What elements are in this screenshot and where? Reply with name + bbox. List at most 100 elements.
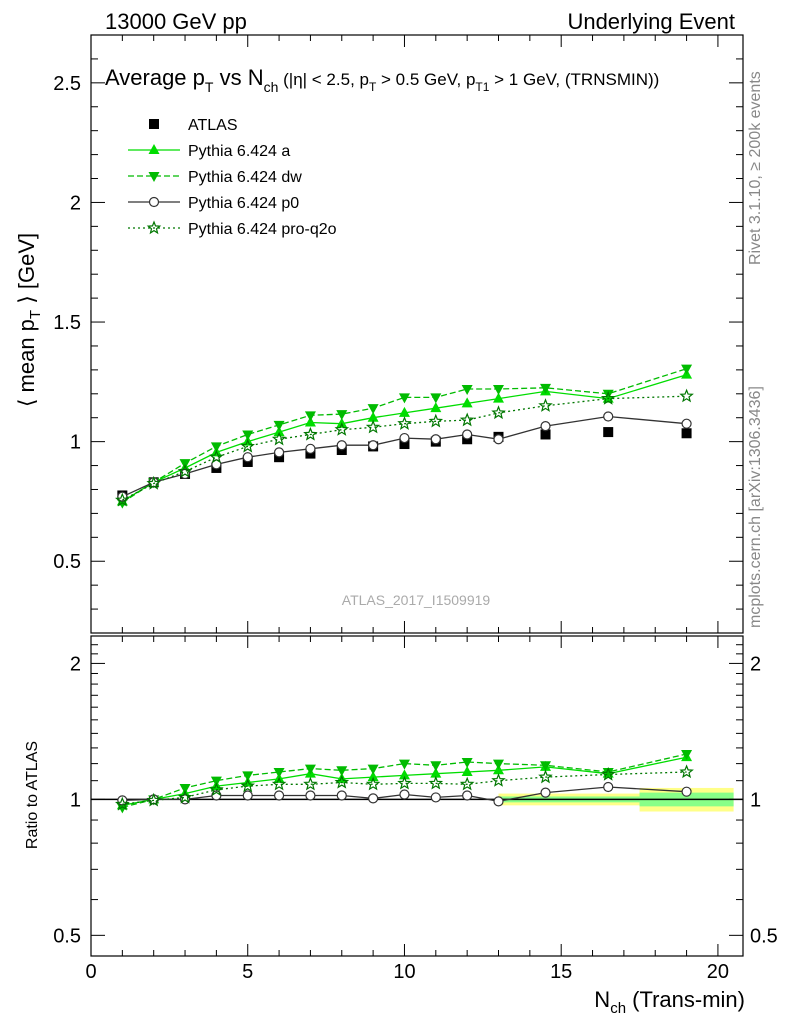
data-point-pythia-6-424-dw-9: [398, 393, 410, 404]
ratio-line-pythia-6-424-dw: [122, 753, 687, 809]
data-point-pythia-6-424-dw-3: [210, 442, 222, 453]
data-point-pythia-6-424-pro-q2o-13: [538, 398, 553, 412]
axis-ticks: [90, 34, 743, 956]
data-point-pythia-6-424-a-8: [367, 411, 379, 422]
ratio-point-pythia-6-424-pro-q2o-6: [303, 776, 318, 791]
ratio-point-pythia-6-424-p0-8: [368, 793, 379, 804]
y-tick-label-main: 2: [70, 192, 81, 214]
ratio-point-pythia-6-424-dw-6: [304, 764, 316, 775]
x-axis-label: Nch (Trans-min): [594, 987, 745, 1017]
analysis-label: Underlying Event: [567, 9, 735, 34]
ratio-point-pythia-6-424-a-8: [367, 771, 379, 782]
legend-label: ATLAS: [188, 117, 238, 134]
ratio-point-pythia-6-424-pro-q2o-10: [428, 775, 444, 790]
data-point-pythia-6-424-a-11: [461, 397, 473, 408]
legend-item-atlas: ATLAS: [149, 117, 238, 134]
data-point-pythia-6-424-p0-13: [540, 420, 551, 432]
ratio-point-pythia-6-424-p0-4: [242, 790, 253, 801]
x-tick-label: 0: [85, 961, 96, 983]
data-point-pythia-6-424-p0-7: [336, 440, 347, 451]
analysis-watermark: ATLAS_2017_I1509919: [342, 592, 491, 608]
ratio-point-pythia-6-424-pro-q2o-11: [459, 776, 475, 791]
legend-item-pythia-6-424-dw: Pythia 6.424 dw: [128, 169, 302, 186]
data-point-pythia-6-424-pro-q2o-2: [177, 463, 193, 478]
data-point-pythia-6-424-dw-5: [273, 420, 285, 431]
ratio-point-pythia-6-424-pro-q2o-7: [334, 774, 350, 789]
series-line-pythia-6-424-p0: [122, 415, 687, 498]
ratio-point-pythia-6-424-p0-7: [336, 790, 347, 801]
data-point-pythia-6-424-dw-10: [430, 393, 442, 404]
legend-marker: [148, 172, 160, 182]
data-point-pythia-6-424-p0-4: [242, 452, 253, 463]
data-point-pythia-6-424-pro-q2o-8: [365, 419, 381, 434]
data-point-pythia-6-424-dw-7: [336, 410, 348, 421]
ratio-point-pythia-6-424-p0-5: [273, 790, 285, 801]
ratio-point-pythia-6-424-dw-10: [430, 761, 442, 772]
ratio-point-pythia-6-424-p0-15: [681, 786, 692, 797]
data-point-pythia-6-424-p0-6: [305, 443, 316, 454]
legend-label: Pythia 6.424 pro-q2o: [188, 221, 337, 238]
data-point-pythia-6-424-dw-6: [304, 411, 316, 422]
ratio-plot-frame: [90, 635, 744, 957]
ratio-point-pythia-6-424-p0-6: [305, 790, 316, 801]
y-tick-label-ratio-right: 2: [750, 653, 761, 675]
mcplots-label: mcplots.cern.ch [arXiv:1306.3436]: [747, 386, 764, 628]
data-point-pythia-6-424-dw-13: [540, 383, 552, 394]
series-line-pythia-6-424-dw: [121, 368, 687, 504]
data-point-pythia-6-424-a-12: [493, 392, 504, 403]
data-point-pythia-6-424-pro-q2o-11: [459, 412, 475, 427]
data-point-pythia-6-424-pro-q2o-7: [334, 422, 350, 436]
ratio-point-pythia-6-424-pro-q2o-5: [271, 776, 287, 791]
data-point-pythia-6-424-p0-14: [603, 411, 614, 422]
ratio-point-pythia-6-424-dw-13: [540, 761, 552, 772]
data-point-pythia-6-424-a-9: [398, 406, 410, 417]
ratio-point-pythia-6-424-pro-q2o-14: [600, 766, 616, 781]
ratio-point-pythia-6-424-dw-14: [602, 767, 614, 778]
ratio-point-pythia-6-424-pro-q2o-3: [209, 782, 224, 797]
ratio-point-pythia-6-424-dw-12: [493, 759, 504, 770]
data-point-pythia-6-424-p0-15: [681, 418, 692, 429]
ratio-point-pythia-6-424-dw-2: [179, 783, 191, 794]
legend-item-pythia-6-424-pro-q2o: Pythia 6.424 pro-q2o: [128, 220, 337, 238]
legend-marker: [146, 220, 162, 235]
ratio-series-pythia-6-424-pro-q2o: [115, 764, 694, 811]
ratio-point-pythia-6-424-dw-8: [367, 764, 379, 775]
ratio-point-pythia-6-424-p0-11: [462, 790, 473, 801]
ratio-series-pythia-6-424-dw: [116, 750, 693, 814]
data-point-pythia-6-424-p0-10: [430, 434, 441, 445]
y-tick-label-ratio-left: 1: [70, 789, 81, 811]
ratio-point-pythia-6-424-dw-7: [336, 766, 348, 777]
y-axis-label-main: ⟨ mean pT ⟩ [GeV]: [14, 233, 44, 407]
axis-tick-labels: 0 5 10 15 20 0.5 1 1.5 2 2.5 0.5 0.5 1 1 2 2: [53, 73, 778, 983]
plot-title: Average pT vs Nch (|η| < 2.5, pT > 0.5 G…: [105, 65, 659, 95]
data-point-atlas-9: [399, 439, 410, 450]
y-tick-label-main: 1: [70, 432, 81, 454]
ratio-point-pythia-6-424-dw-9: [398, 759, 410, 770]
legend-label: Pythia 6.424 a: [188, 143, 290, 160]
ratio-point-pythia-6-424-pro-q2o-8: [365, 776, 381, 791]
legend-item-pythia-6-424-p0: Pythia 6.424 p0: [128, 195, 299, 212]
ratio-point-pythia-6-424-pro-q2o-15: [679, 764, 694, 779]
ratio-series-pythia-6-424-p0: [117, 781, 692, 807]
legend-label: Pythia 6.424 p0: [188, 195, 299, 212]
ratio-line-pythia-6-424-a: [122, 756, 687, 806]
series-line-pythia-6-424-a: [121, 374, 687, 502]
ratio-point-pythia-6-424-p0-9: [399, 789, 410, 800]
data-point-pythia-6-424-pro-q2o-9: [397, 416, 412, 430]
legend-marker: [149, 119, 159, 129]
legend: ATLAS Pythia 6.424 a Pythia 6.424 dw Pythia…: [128, 117, 337, 238]
legend-label: Pythia 6.424 dw: [188, 169, 302, 186]
ratio-point-pythia-6-424-pro-q2o-9: [397, 775, 412, 790]
ratio-point-pythia-6-424-pro-q2o-12: [491, 773, 506, 787]
ratio-point-pythia-6-424-pro-q2o-13: [538, 769, 553, 784]
data-point-atlas-14: [603, 427, 614, 438]
data-point-pythia-6-424-p0-9: [399, 432, 410, 444]
y-tick-label-ratio-right: 1: [750, 789, 761, 811]
ratio-point-pythia-6-424-dw-4: [242, 771, 254, 782]
y-tick-label-main: 0.5: [53, 551, 81, 573]
x-tick-label: 10: [393, 961, 415, 983]
x-tick-label: 20: [707, 961, 729, 983]
data-point-pythia-6-424-p0-5: [273, 447, 285, 458]
data-point-pythia-6-424-pro-q2o-4: [240, 438, 255, 453]
series-pythia-6-424-pro-q2o: [115, 388, 694, 507]
